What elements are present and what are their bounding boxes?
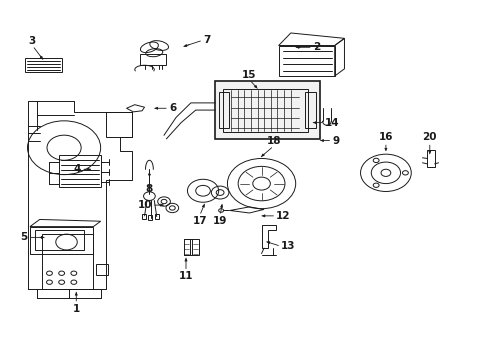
Bar — [155, 214, 158, 220]
Bar — [278, 45, 334, 76]
Bar — [59, 155, 101, 187]
Text: 8: 8 — [145, 184, 153, 194]
Text: 15: 15 — [242, 69, 256, 80]
Text: 13: 13 — [281, 241, 295, 251]
Bar — [42, 234, 93, 289]
Bar — [105, 112, 132, 137]
Text: 5: 5 — [20, 232, 27, 242]
Bar — [222, 89, 307, 132]
Bar — [96, 264, 108, 275]
Text: 14: 14 — [325, 118, 339, 128]
Text: 9: 9 — [331, 136, 339, 145]
Bar — [183, 239, 189, 255]
Bar — [35, 230, 83, 250]
Text: 11: 11 — [179, 271, 193, 282]
Text: 1: 1 — [73, 304, 80, 314]
Text: 17: 17 — [192, 216, 206, 226]
Bar — [192, 239, 198, 255]
Text: 19: 19 — [212, 216, 227, 226]
Text: 20: 20 — [422, 132, 436, 142]
Bar — [142, 214, 146, 220]
Text: 7: 7 — [203, 35, 210, 45]
Text: 2: 2 — [312, 42, 319, 52]
Bar — [148, 215, 152, 220]
Bar — [218, 92, 229, 128]
Text: 6: 6 — [168, 103, 176, 113]
Text: 18: 18 — [266, 136, 281, 146]
Bar — [25, 58, 61, 72]
Text: 12: 12 — [276, 211, 290, 221]
Text: 3: 3 — [29, 36, 36, 45]
Bar — [30, 226, 93, 253]
Bar — [215, 81, 320, 139]
Text: 10: 10 — [137, 200, 152, 210]
Bar — [140, 54, 166, 65]
Bar — [427, 149, 434, 167]
Bar — [305, 92, 316, 128]
Text: 16: 16 — [378, 132, 392, 142]
Text: 4: 4 — [74, 164, 81, 174]
